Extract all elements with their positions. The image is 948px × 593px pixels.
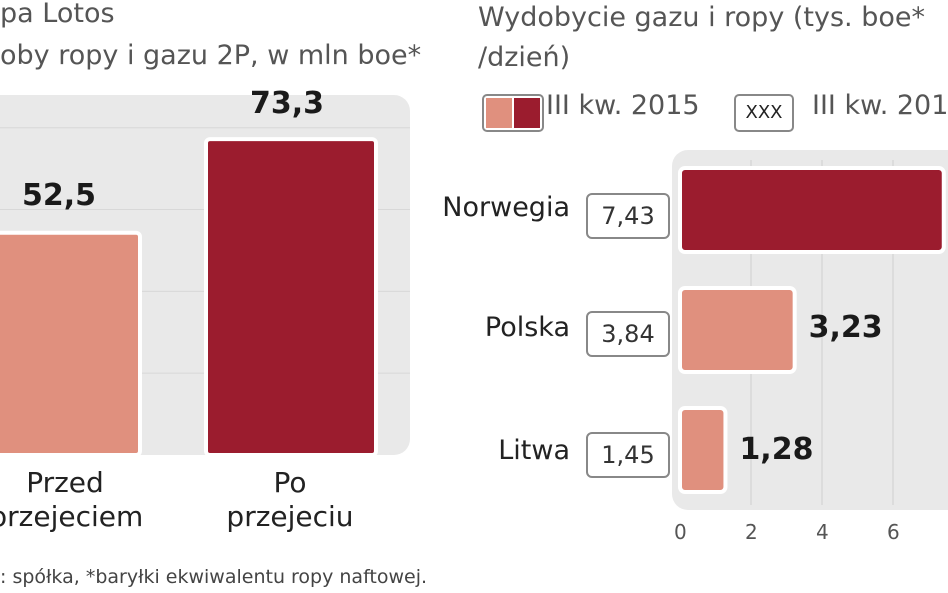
right-chart-title-line1: Wydobycie gazu i ropy (tys. boe* (478, 2, 925, 33)
left-bar (0, 230, 142, 457)
series2-value-box: 1,45 (586, 432, 670, 478)
series2-value-box: 3,84 (586, 311, 670, 357)
left-bar-value-label: 73,3 (250, 86, 325, 121)
legend-label-series2: III kw. 201 (812, 90, 948, 121)
legend-swatch-series2: XXX (734, 94, 794, 132)
x-tick-label: 6 (887, 520, 900, 544)
left-category-line: Przed (26, 466, 104, 499)
x-tick-label: 4 (816, 520, 829, 544)
left-chart-title-line2: oby ropy i gazu 2P, w mln boe* (0, 40, 422, 71)
footnote: : spółka, *baryłki ekwiwalentu ropy naft… (0, 566, 428, 588)
series1-value-label: 3,23 (808, 310, 883, 345)
country-label: Litwa (498, 435, 570, 466)
right-bar (678, 166, 946, 254)
legend: III kw. 2015 XXX III kw. 201 (478, 90, 948, 132)
x-tick-label: 0 (674, 520, 687, 544)
series2-value-box: 7,43 (586, 193, 670, 239)
left-chart-title-line1: pa Lotos (0, 0, 115, 29)
left-bar-value-label: 52,5 (22, 178, 97, 213)
left-category-line: przejeciu (226, 500, 354, 533)
country-label: Polska (484, 312, 570, 343)
legend-label-series1: III kw. 2015 (546, 90, 700, 121)
left-category-label: Przed orzejeciem (0, 466, 144, 534)
series1-value-label: 1,28 (739, 432, 814, 467)
x-tick-label: 2 (745, 520, 758, 544)
right-bar (678, 286, 797, 374)
country-label: Norwegia (442, 192, 570, 223)
right-bar (678, 406, 728, 494)
legend-swatch-series2-text: XXX (745, 102, 783, 123)
left-category-line: Po (273, 466, 307, 499)
left-category-label: Po przejeciu (210, 466, 370, 534)
left-category-line: orzejeciem (0, 500, 144, 533)
right-chart-title-line2: /dzień) (478, 42, 571, 73)
legend-swatch-series1 (482, 94, 544, 132)
left-bar (204, 137, 378, 457)
